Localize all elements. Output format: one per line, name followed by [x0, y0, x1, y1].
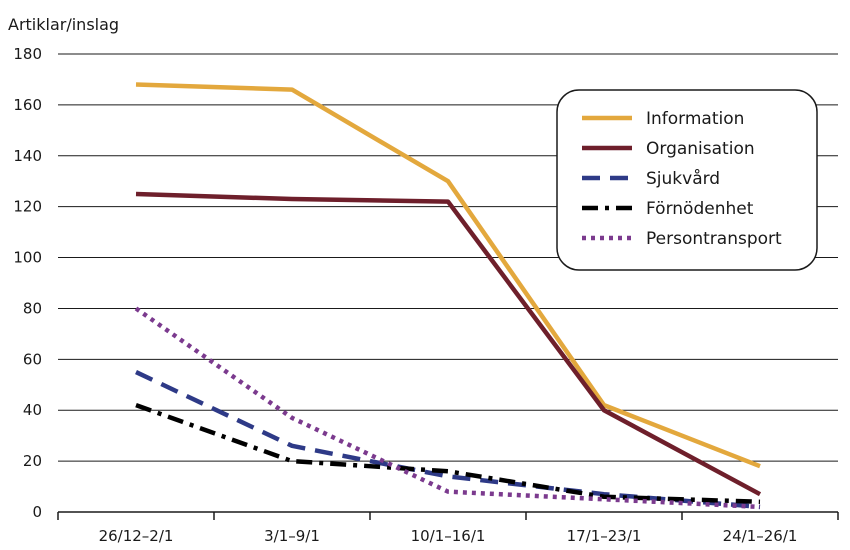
series-line-sjukvård [135, 370, 761, 510]
series-line-information [135, 82, 761, 469]
series-line-persontransport [134, 306, 761, 510]
x-tick-label: 24/1–26/1 [723, 527, 798, 545]
legend: Information Organisation Sjukvård Förnödenh… [556, 89, 818, 271]
x-tick-label: 10/1–16/1 [411, 527, 486, 545]
series-lines [134, 82, 762, 510]
y-tick-label: 20 [23, 452, 42, 470]
legend-label: Sjukvård [646, 168, 720, 189]
y-tick-label: 40 [23, 401, 42, 419]
y-tick-label: 160 [13, 96, 42, 114]
series-line-organisation [135, 191, 762, 497]
y-tick-label: 60 [23, 350, 42, 368]
x-tick-label: 3/1–9/1 [264, 527, 320, 545]
x-tick-label: 26/12–2/1 [99, 527, 174, 545]
y-tick-label: 80 [23, 299, 42, 317]
legend-label: Persontransport [646, 229, 782, 249]
y-tick-label: 0 [32, 503, 42, 521]
y-tick-label: 100 [13, 249, 42, 267]
legend-box [556, 89, 818, 271]
axes: 0 20 40 60 80 100 120 140 160 180 26/12–2/1 3/1–9/1… [13, 45, 839, 545]
y-tick-label: 120 [13, 198, 42, 216]
legend-label: Organisation [646, 139, 755, 159]
x-tick-label: 17/1–23/1 [567, 527, 642, 545]
series-line-förnödenhet [135, 403, 761, 505]
grid-lines [58, 53, 838, 462]
y-tick-label: 140 [13, 147, 42, 165]
y-axis-title: Artiklar/inslag [8, 15, 119, 34]
legend-label: Förnödenhet [646, 199, 754, 219]
y-tick-label: 180 [13, 45, 42, 63]
legend-label: Information [646, 109, 744, 129]
